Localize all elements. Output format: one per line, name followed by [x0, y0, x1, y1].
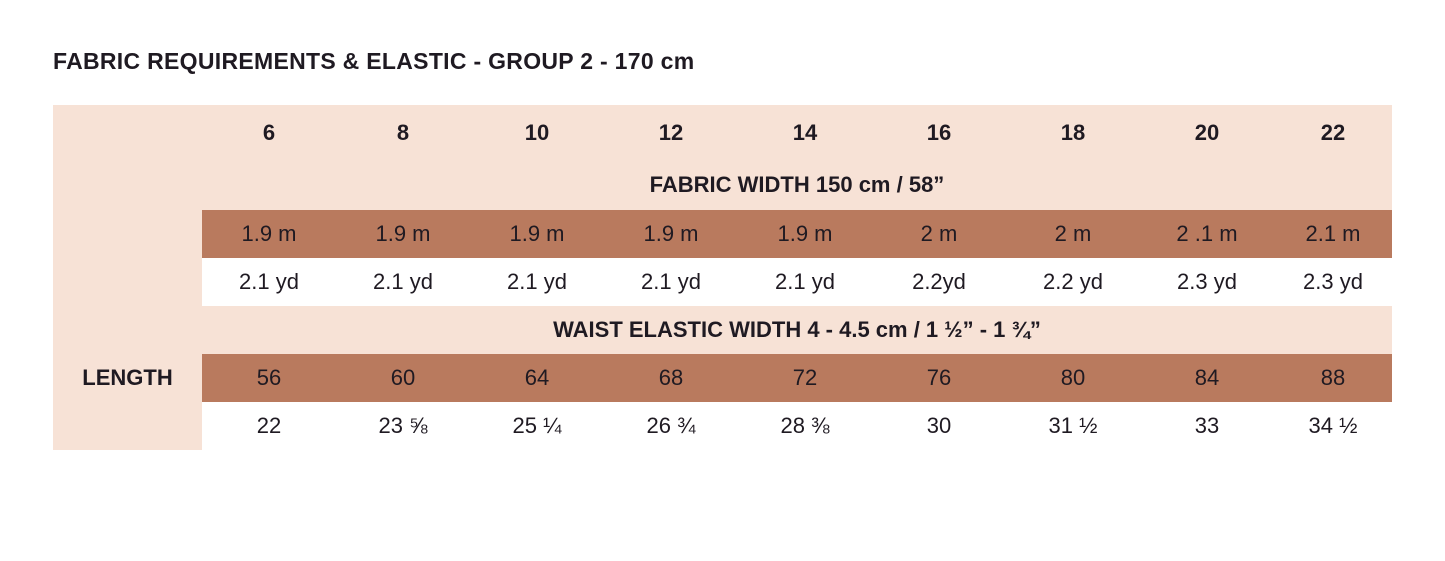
table-cell: 60	[390, 365, 416, 390]
table-cell: 2.2 yd	[1043, 269, 1103, 294]
table-cell: 88	[1320, 365, 1346, 390]
table-cell: 76	[926, 365, 952, 390]
table-cell: 2 m	[920, 221, 958, 246]
size-header: 22	[1320, 120, 1346, 145]
size-header: 20	[1194, 120, 1220, 145]
table-cell: 30	[926, 413, 952, 438]
table-cell: 2.1 yd	[507, 269, 567, 294]
size-header-row: 6 8 10 12 14 16 18 20 22	[202, 105, 1392, 160]
elastic-heading: WAIST ELASTIC WIDTH 4 - 4.5 cm / 1 ½” - …	[553, 317, 1041, 342]
table-cell: 68	[658, 365, 684, 390]
fabric-meters-row: 1.9 m 1.9 m 1.9 m 1.9 m 1.9 m 2 m 2 m 2 .1 m 2.1…	[202, 210, 1392, 258]
table-cell: 2 .1 m	[1176, 221, 1238, 246]
table-cell: 33	[1194, 413, 1220, 438]
size-header: 18	[1060, 120, 1086, 145]
table-cell: 1.9 m	[777, 221, 833, 246]
fabric-requirements-table: LENGTH 6 8 10 12 14 16 18 20 22 FABRIC WIDTH 150…	[53, 105, 1392, 450]
size-header: 14	[792, 120, 818, 145]
elastic-cm-row: 56 60 64 68 72 76 80 84 88	[202, 354, 1392, 402]
table-cell: 72	[792, 365, 818, 390]
table-cell: 1.9 m	[509, 221, 565, 246]
table-cell: 2.3 yd	[1303, 269, 1363, 294]
size-header: 6	[262, 120, 276, 145]
table-cell: 56	[256, 365, 282, 390]
table-cell: 80	[1060, 365, 1086, 390]
length-label: LENGTH	[82, 365, 173, 390]
page-title: FABRIC REQUIREMENTS & ELASTIC - GROUP 2 …	[53, 48, 695, 74]
size-header: 16	[926, 120, 952, 145]
table-cell: 22	[256, 413, 282, 438]
table-cell: 23 ⅝	[378, 413, 428, 438]
size-header: 8	[396, 120, 410, 145]
table-cell: 2.1 yd	[775, 269, 835, 294]
table-cell: 2.1 yd	[373, 269, 433, 294]
table-cell: 84	[1194, 365, 1220, 390]
table-cell: 2.2yd	[912, 269, 966, 294]
table-cell: 28 ⅜	[780, 413, 830, 438]
table-cell: 64	[524, 365, 550, 390]
table-cell: 2 m	[1054, 221, 1092, 246]
size-header: 10	[524, 120, 550, 145]
table-cell: 1.9 m	[643, 221, 699, 246]
table-cell: 34 ½	[1308, 413, 1358, 438]
table-cell: 2.1 m	[1305, 221, 1361, 246]
table-cell: 1.9 m	[241, 221, 297, 246]
fabric-yards-row: 2.1 yd 2.1 yd 2.1 yd 2.1 yd 2.1 yd 2.2yd 2.2 y…	[202, 258, 1392, 306]
table-cell: 31 ½	[1048, 413, 1098, 438]
elastic-inch-row: 22 23 ⅝ 25 ¼ 26 ¾ 28 ⅜ 30 31 ½ 33 34 ½	[202, 402, 1392, 450]
fabric-width-heading: FABRIC WIDTH 150 cm / 58”	[649, 172, 945, 197]
table-cell: 1.9 m	[375, 221, 431, 246]
table-cell: 25 ¼	[512, 413, 562, 438]
table-cell: 2.1 yd	[239, 269, 299, 294]
size-header: 12	[658, 120, 684, 145]
table-cell: 2.1 yd	[641, 269, 701, 294]
table-cell: 26 ¾	[646, 413, 696, 438]
table-cell: 2.3 yd	[1177, 269, 1237, 294]
